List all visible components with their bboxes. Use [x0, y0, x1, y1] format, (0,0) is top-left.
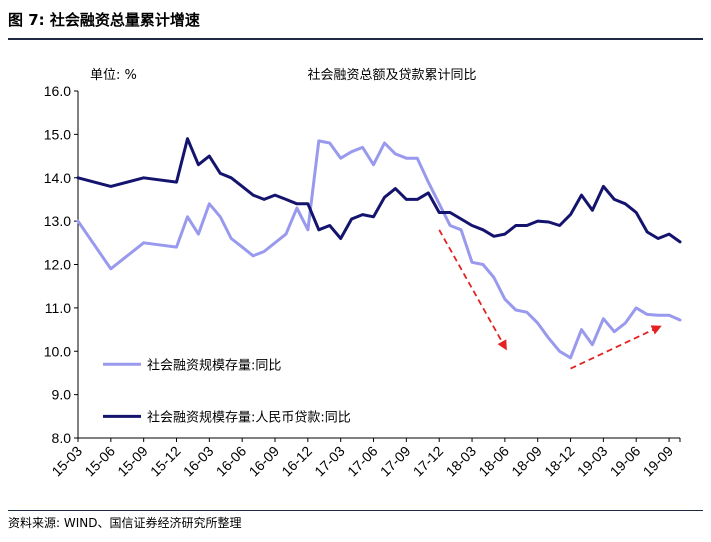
- y-tick-label: 12.0: [44, 257, 71, 273]
- top-rule: [8, 38, 703, 40]
- x-tick-label: 17-09: [377, 443, 414, 480]
- x-tick-label: 17-12: [410, 443, 447, 480]
- x-tick-label: 18-09: [508, 443, 545, 480]
- series-line-2: [76, 137, 682, 244]
- trend-arrow-1: [438, 229, 507, 351]
- x-tick-label: 19-06: [607, 443, 644, 480]
- x-tick-label: 15-09: [114, 443, 151, 480]
- trend-arrow-2: [570, 325, 662, 370]
- x-tick-label: 18-12: [541, 443, 578, 480]
- x-tick-label: 15-06: [81, 443, 118, 480]
- x-tick-label: 19-03: [574, 443, 611, 480]
- x-tick-label: 18-06: [475, 443, 512, 480]
- y-tick-label: 16.0: [44, 83, 71, 99]
- x-tick-label: 15-03: [48, 443, 85, 480]
- x-tick-label: 15-12: [147, 443, 184, 480]
- y-tick-label: 11.0: [45, 300, 71, 316]
- x-tick-label: 16-06: [213, 443, 250, 480]
- x-tick-label: 16-09: [246, 443, 283, 480]
- series-line-1: [76, 139, 682, 360]
- line-chart: 单位: % 社会融资总额及贷款累计同比 16.0 15.0 14.0 13.0 12.0…: [44, 67, 682, 480]
- y-tick-label: 14.0: [44, 170, 71, 186]
- y-tick-label: 13.0: [44, 213, 71, 229]
- trend-arrows: [438, 229, 662, 370]
- axes: [74, 90, 681, 442]
- y-tick-label: 15.0: [44, 126, 71, 142]
- y-tick-label: 8.0: [52, 430, 72, 446]
- x-tick-label: 18-03: [443, 443, 480, 480]
- x-tick-label: 17-03: [311, 443, 348, 480]
- x-tick-label: 19-09: [640, 443, 677, 480]
- x-tick-label: 17-06: [344, 443, 381, 480]
- y-axis-unit-label: 单位: %: [90, 68, 137, 83]
- source-note: 资料来源: WIND、国信证券经济研究所整理: [8, 516, 242, 530]
- x-tick-labels: 15-0315-0615-0915-1216-0316-0616-0916-12…: [48, 443, 676, 480]
- bottom-rule: [8, 510, 703, 511]
- x-tick-label: 16-12: [278, 443, 315, 480]
- y-tick-label: 9.0: [52, 387, 72, 403]
- x-tick-label: 16-03: [180, 443, 217, 480]
- y-tick-label: 10.0: [44, 343, 71, 359]
- chart-title: 社会融资总额及贷款累计同比: [307, 67, 476, 83]
- figure-title: 图 7: 社会融资总量累计增速: [8, 11, 200, 29]
- y-tick-labels: 16.0 15.0 14.0 13.0 12.0 11.0 10.0 9.0 8.0: [44, 83, 71, 446]
- legend-label-1: 社会融资规模存量:同比: [147, 357, 281, 373]
- legend-label-2: 社会融资规模存量:人民币贷款:同比: [147, 409, 351, 425]
- series-lines: [76, 137, 682, 360]
